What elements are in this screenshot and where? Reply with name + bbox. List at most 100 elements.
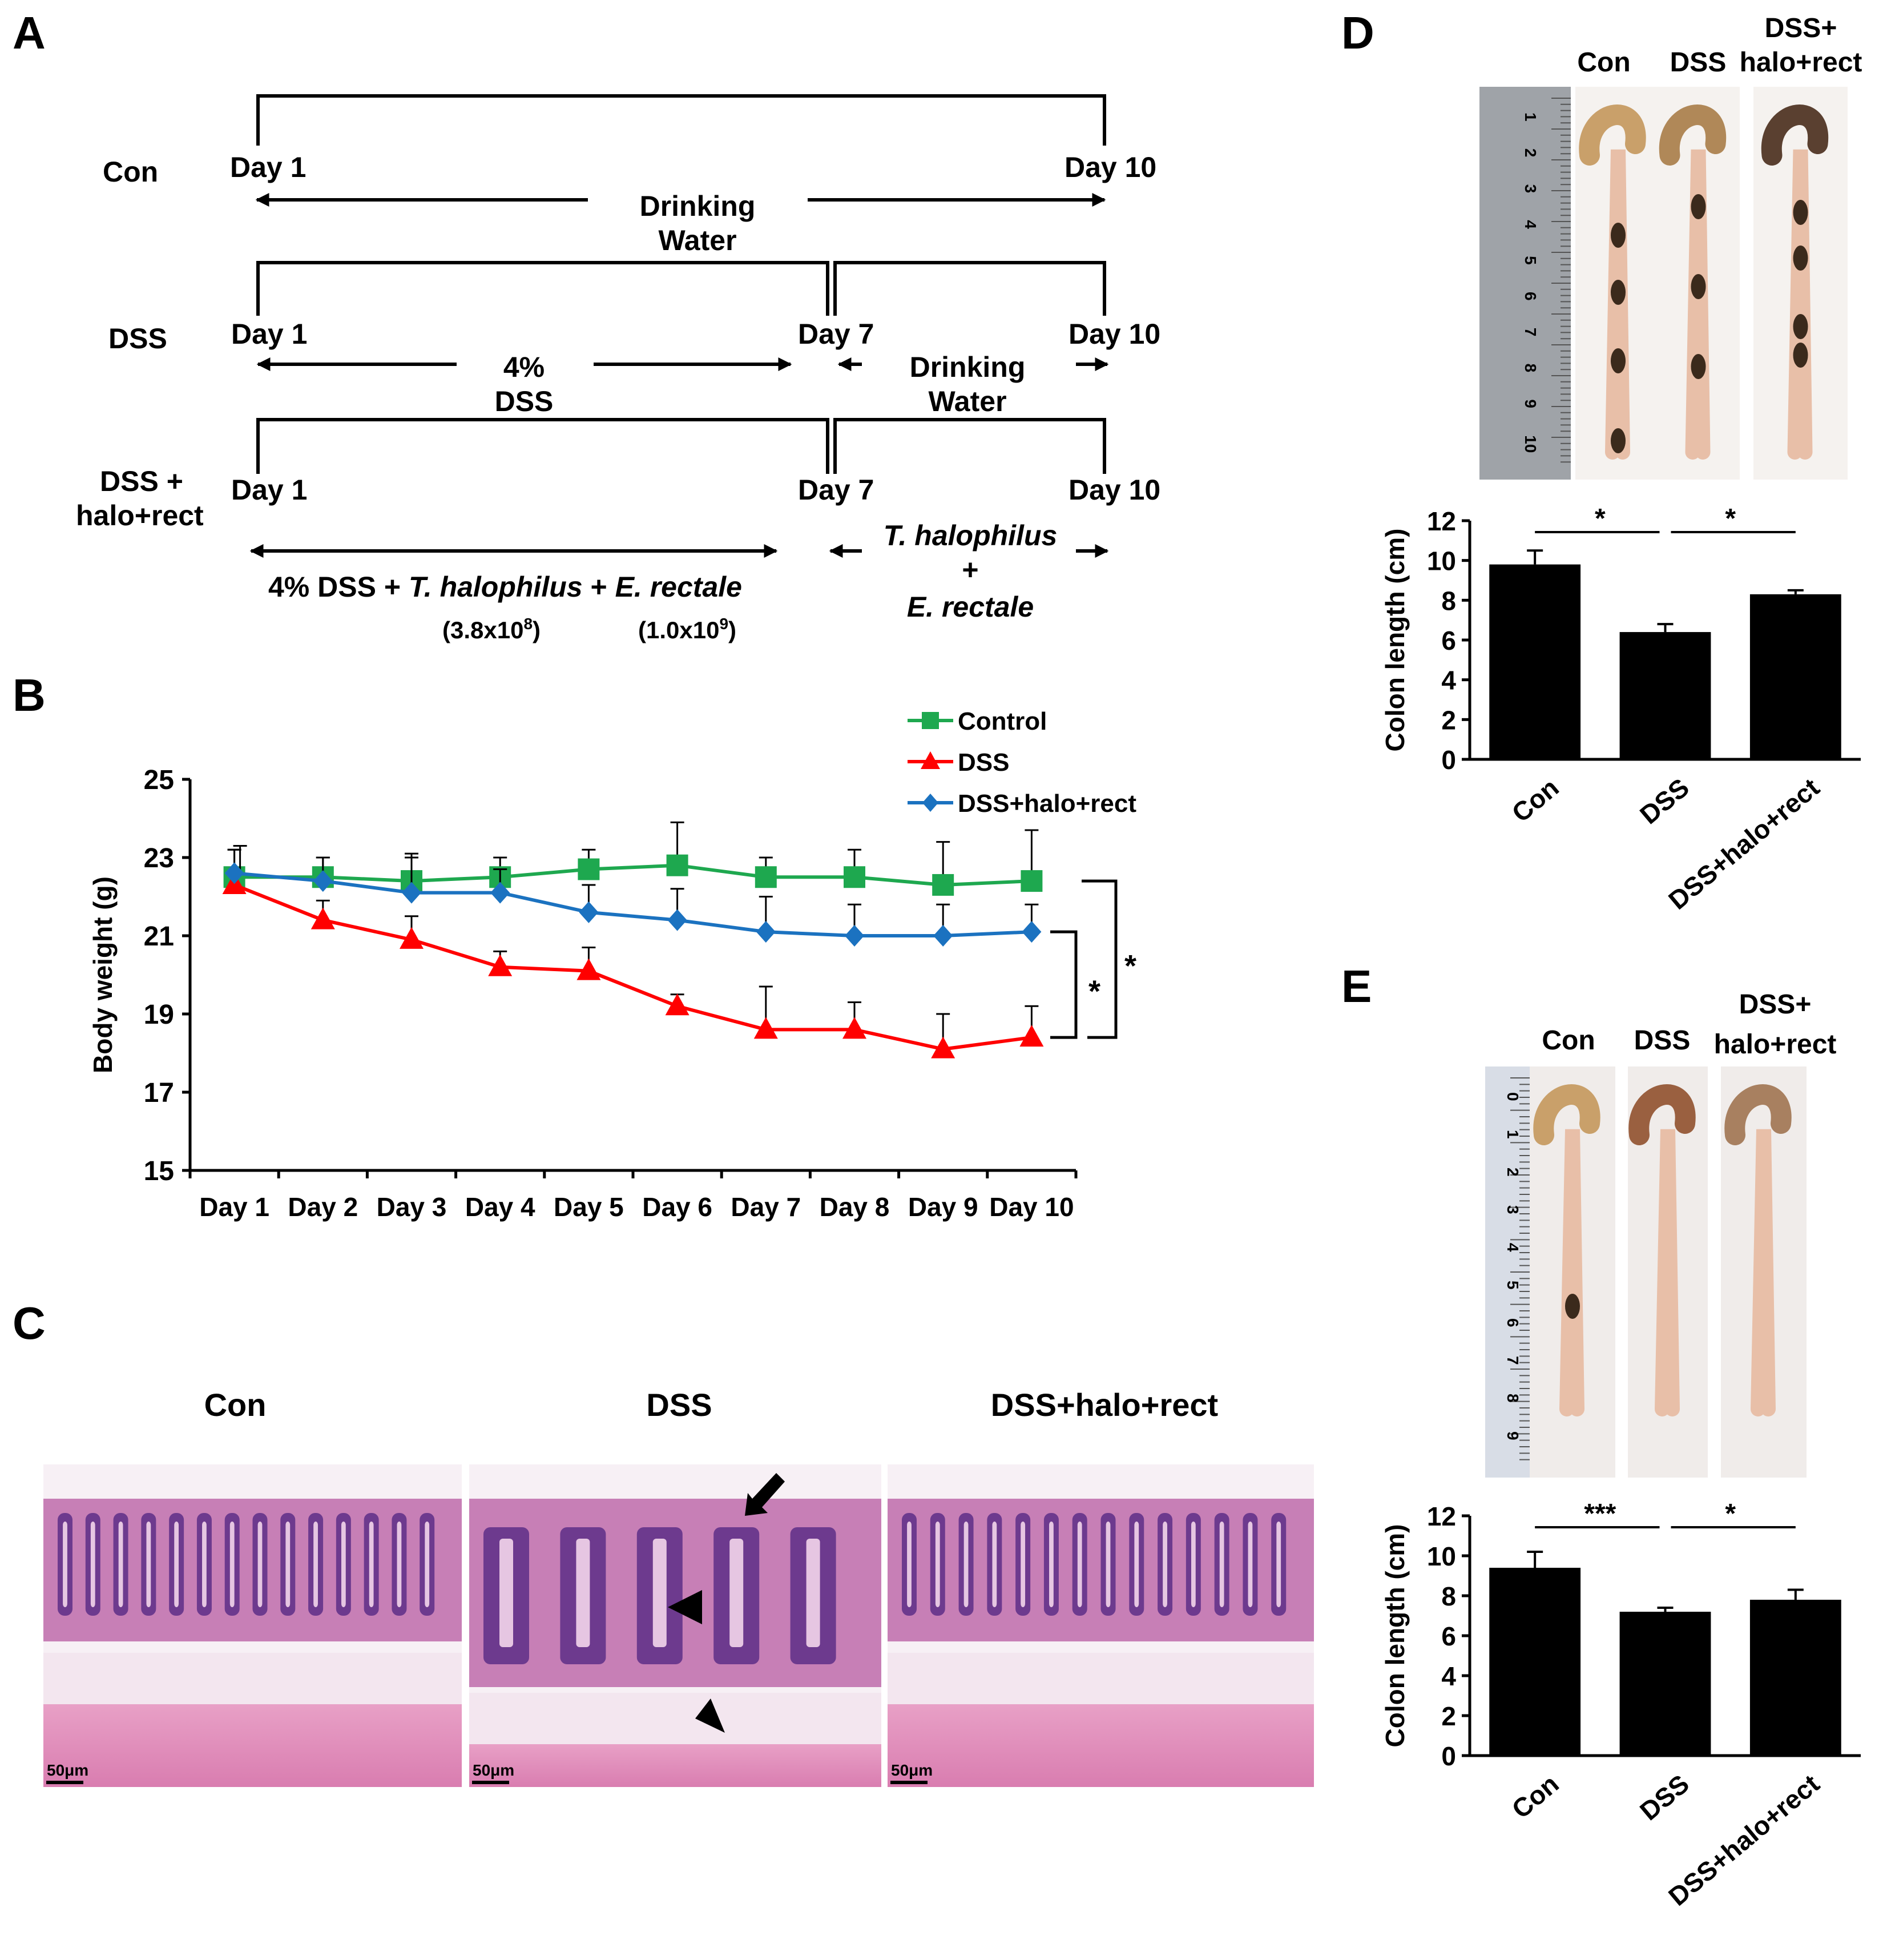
data-point [1019,1025,1044,1047]
data-point [400,927,424,949]
muscle-layer [469,1744,881,1787]
colon-tissue [1787,149,1813,460]
crypt-lumen [806,1539,820,1647]
cecum [1724,1084,1792,1145]
y-tick-label: 0 [1441,745,1456,775]
photo-e-titles: Con DSS DSS+ halo+rect [1542,989,1836,1060]
photo-title: Con [1542,1025,1595,1056]
ruler-digit: 10 [1522,435,1539,453]
x-tick-label: Con [1506,772,1565,828]
data-point [488,954,513,976]
schema-phase2-plus: + [962,554,978,586]
panel-label-d: D [1341,7,1374,58]
x-tick-label: Day 2 [288,1192,358,1222]
ruler-digit: 6 [1504,1318,1522,1327]
y-tick-label: 0 [1441,1741,1456,1771]
crypt-lumen [1049,1522,1054,1607]
x-tick-label: Day 10 [989,1192,1074,1222]
x-tick-label: Day 4 [465,1192,535,1222]
crypt-lumen [729,1539,744,1647]
significance-star: * [1124,949,1136,983]
fecal-pellet [1611,428,1626,453]
scale-bar-label: 50μm [473,1761,514,1779]
y-tick-label: 10 [1427,546,1456,576]
y-tick-label: 6 [1441,626,1456,655]
significance-bracket [1050,930,1078,1039]
panel-label-c: C [13,1298,46,1349]
data-point [753,1017,778,1039]
data-point [844,866,865,888]
photo-title: DSS [1670,47,1727,78]
crypt-lumen [257,1522,263,1607]
crypt-lumen [1077,1522,1082,1607]
legend-label: Control [958,707,1047,735]
schema-treatment: Water [928,385,1006,417]
ruler-digit: 7 [1522,328,1539,337]
schema-treatment: Drinking [910,351,1026,383]
schema-day: Day 1 [231,474,307,506]
fecal-pellet [1691,194,1706,219]
y-tick-label: 19 [144,1000,174,1030]
cecum [1533,1084,1600,1145]
colon-photos-e: 0 1 2 3 4 5 6 7 8 9 [1485,1066,1807,1478]
crypt-lumen [118,1522,123,1607]
bar [1619,1612,1711,1756]
data-point [224,862,244,884]
schema-phase2-organism: T. halophilus [884,520,1058,552]
bar [1749,594,1841,759]
ruler-digit: 9 [1522,399,1539,408]
ruler-digit: 2 [1504,1168,1522,1177]
data-point [579,901,599,923]
cecum [1761,104,1829,166]
bar [1619,632,1711,759]
schema-day: Day 10 [1069,318,1160,350]
schema-treatment: DSS [495,385,554,417]
panel-label-e: E [1341,961,1372,1012]
data-point [490,882,510,904]
ruler-digit: 5 [1522,256,1539,265]
y-axis-label: Body weight (g) [88,876,118,1073]
cecum [1628,1084,1696,1145]
series-line [234,863,1032,887]
significance-bracket [1082,879,1118,1039]
data-point [931,1036,955,1059]
colon-tissue [1559,1129,1584,1416]
fecal-pellet [1793,343,1808,368]
fecal-pellet [1793,314,1808,339]
y-tick-label: 2 [1441,1701,1456,1731]
schema-phase2-organism: E. rectale [907,591,1034,623]
crypt-lumen [1021,1522,1026,1607]
y-tick-label: 2 [1441,705,1456,735]
crypt-lumen [174,1522,179,1607]
fecal-pellet [1611,348,1626,373]
schema-day: Day 1 [230,151,306,183]
submucosa [469,1693,881,1744]
x-tick-label: Day 8 [820,1192,890,1222]
data-point [756,921,776,943]
y-tick-label: 4 [1441,666,1456,695]
schema [249,94,1109,558]
schema-day: Day 7 [798,318,874,350]
x-tick-label: Day 7 [731,1192,801,1222]
y-tick-label: 8 [1441,586,1456,615]
crypt-lumen [285,1522,291,1607]
series-line [234,871,1032,937]
data-point [932,874,954,896]
panel-label-b: B [13,670,46,721]
crypt-lumen [992,1522,997,1607]
fecal-pellet [1611,280,1626,305]
crypt-lumen [202,1522,207,1607]
legend-marker [922,712,939,729]
fecal-pellet [1565,1294,1580,1319]
data-point [576,958,601,980]
ruler-digit: 2 [1522,148,1539,158]
fecal-pellet [1691,354,1706,379]
crypt-lumen [1191,1522,1196,1607]
muscle-layer [43,1704,462,1787]
colon-photos-d: 1 2 3 4 5 6 7 8 9 10 [1479,87,1848,480]
crypt-lumen [935,1522,940,1607]
x-tick-label: DSS [1634,1769,1695,1826]
x-tick-label: Day 9 [908,1192,978,1222]
